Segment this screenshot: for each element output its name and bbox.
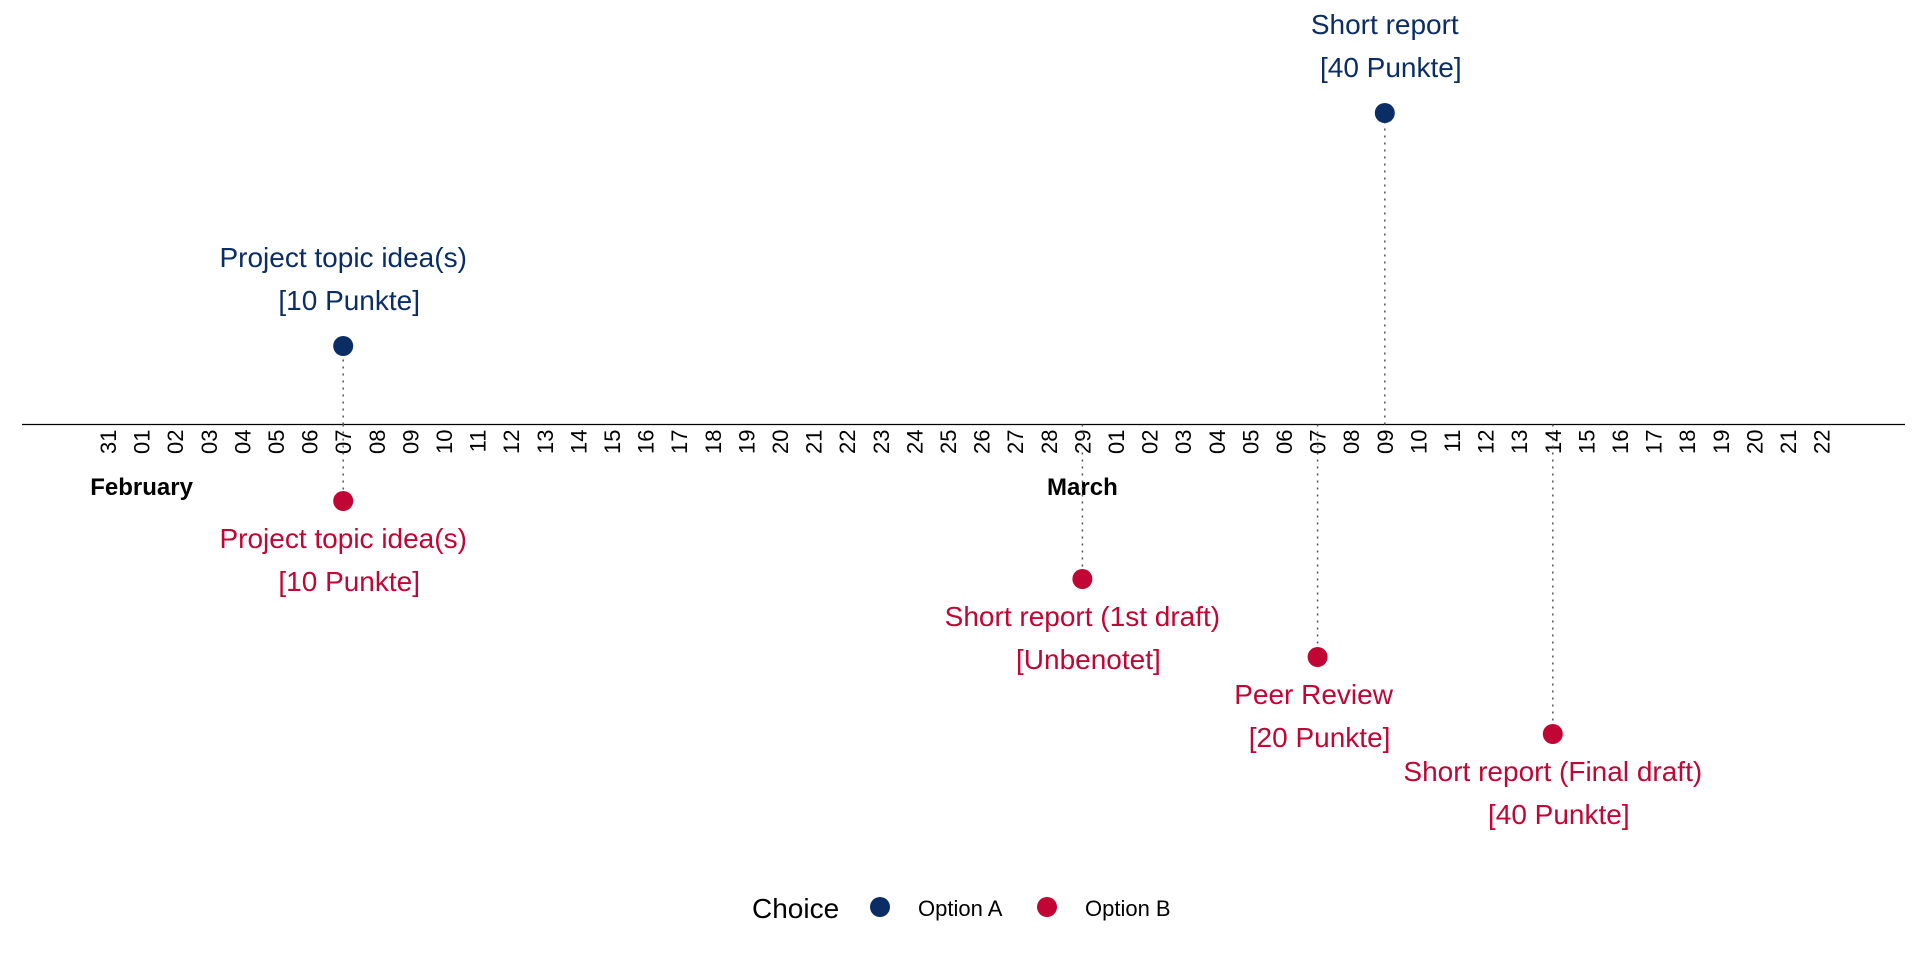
legend-label: Option B [1085, 896, 1171, 921]
date-tick-label: 14 [566, 430, 591, 454]
date-tick-label: 31 [96, 430, 121, 454]
date-tick-label: 14 [1541, 430, 1566, 454]
month-labels: February March [90, 474, 1117, 501]
date-tick-label: 16 [1608, 430, 1633, 454]
event-title: Project topic idea(s) [219, 242, 466, 273]
legend: Choice Option A Option B [752, 893, 1171, 924]
date-tick-label: 07 [331, 430, 356, 454]
date-tick-label: 25 [936, 430, 961, 454]
date-tick-label: 06 [298, 430, 323, 454]
date-tick-label: 29 [1070, 430, 1095, 454]
date-tick-label: 01 [130, 430, 155, 454]
event-point [1374, 103, 1395, 123]
date-tick-label: 13 [533, 430, 558, 454]
date-tick-label: 28 [1037, 430, 1062, 454]
date-tick-label: 09 [398, 430, 423, 454]
event-point [1072, 569, 1093, 589]
date-tick-label: 17 [1642, 430, 1667, 454]
date-tick-label: 06 [1272, 430, 1297, 454]
date-tick-label: 21 [1776, 430, 1801, 454]
event-title: Peer Review [1234, 679, 1394, 710]
date-tick-label: 12 [499, 430, 524, 454]
date-tick-label: 21 [802, 430, 827, 454]
date-tick-label: 05 [1238, 430, 1263, 454]
date-tick-label: 15 [1574, 430, 1599, 454]
event-points: [40 Punkte] [1488, 799, 1630, 830]
date-tick-label: 13 [1507, 430, 1532, 454]
date-tick-label: 03 [197, 430, 222, 454]
date-tick-label: 02 [163, 430, 188, 454]
date-tick-label: 19 [1709, 430, 1734, 454]
date-tick-label: 20 [768, 430, 793, 454]
date-tick-label: 12 [1474, 430, 1499, 454]
event-points [333, 103, 1563, 744]
event-title: Short report (1st draft) [945, 601, 1220, 632]
date-tick-label: 10 [1406, 430, 1431, 454]
date-tick-label: 24 [902, 430, 927, 454]
event-stems [342, 113, 1554, 734]
date-tick-label: 04 [230, 430, 255, 454]
date-tick-label: 08 [1339, 430, 1364, 454]
event-points: [10 Punkte] [278, 285, 420, 316]
legend-title: Choice [752, 893, 839, 924]
date-tick-label: 23 [869, 430, 894, 454]
date-tick-label: 09 [1373, 430, 1398, 454]
event-points: [10 Punkte] [278, 566, 420, 597]
date-tick-label: 05 [264, 430, 289, 454]
event-point [1542, 724, 1563, 744]
legend-key [1037, 897, 1057, 917]
event-points: [40 Punkte] [1320, 52, 1462, 83]
event-point [333, 491, 354, 511]
legend-key [870, 897, 890, 917]
date-tick-label: 22 [835, 430, 860, 454]
date-tick-label: 15 [600, 430, 625, 454]
date-tick-label: 01 [1104, 430, 1129, 454]
date-tick-label: 02 [1138, 430, 1163, 454]
date-tick-label: 07 [1306, 430, 1331, 454]
date-tick-label: 03 [1171, 430, 1196, 454]
date-tick-label: 08 [365, 430, 390, 454]
date-tick-label: 11 [466, 430, 491, 453]
date-tick-label: 04 [1205, 430, 1230, 454]
date-tick-label: 11 [1440, 430, 1465, 453]
date-tick-label: 20 [1742, 430, 1767, 454]
date-tick-label: 26 [970, 430, 995, 454]
event-labels: Project topic idea(s) [10 Punkte] Short re… [219, 9, 1702, 830]
date-tick-label: 10 [432, 430, 457, 454]
month-label: February [90, 474, 193, 501]
event-title: Short report (Final draft) [1403, 756, 1702, 787]
date-tick-label: 22 [1810, 430, 1835, 454]
date-tick-labels: 31 01 02 03 04 05 06 07 08 09 10 11 12 13 14 15 16 17 18 19… [96, 430, 1835, 454]
event-title: Short report [1311, 9, 1459, 40]
event-points: [Unbenotet] [1016, 644, 1161, 675]
event-point [333, 336, 354, 356]
date-tick-label: 19 [734, 430, 759, 454]
event-title: Project topic idea(s) [219, 523, 466, 554]
event-point [1307, 647, 1328, 667]
date-tick-label: 17 [667, 430, 692, 454]
date-tick-label: 16 [634, 430, 659, 454]
date-tick-label: 27 [1003, 430, 1028, 454]
event-points: [20 Punkte] [1249, 722, 1391, 753]
legend-label: Option A [918, 896, 1003, 921]
date-tick-label: 18 [1675, 430, 1700, 454]
date-tick-label: 18 [701, 430, 726, 454]
